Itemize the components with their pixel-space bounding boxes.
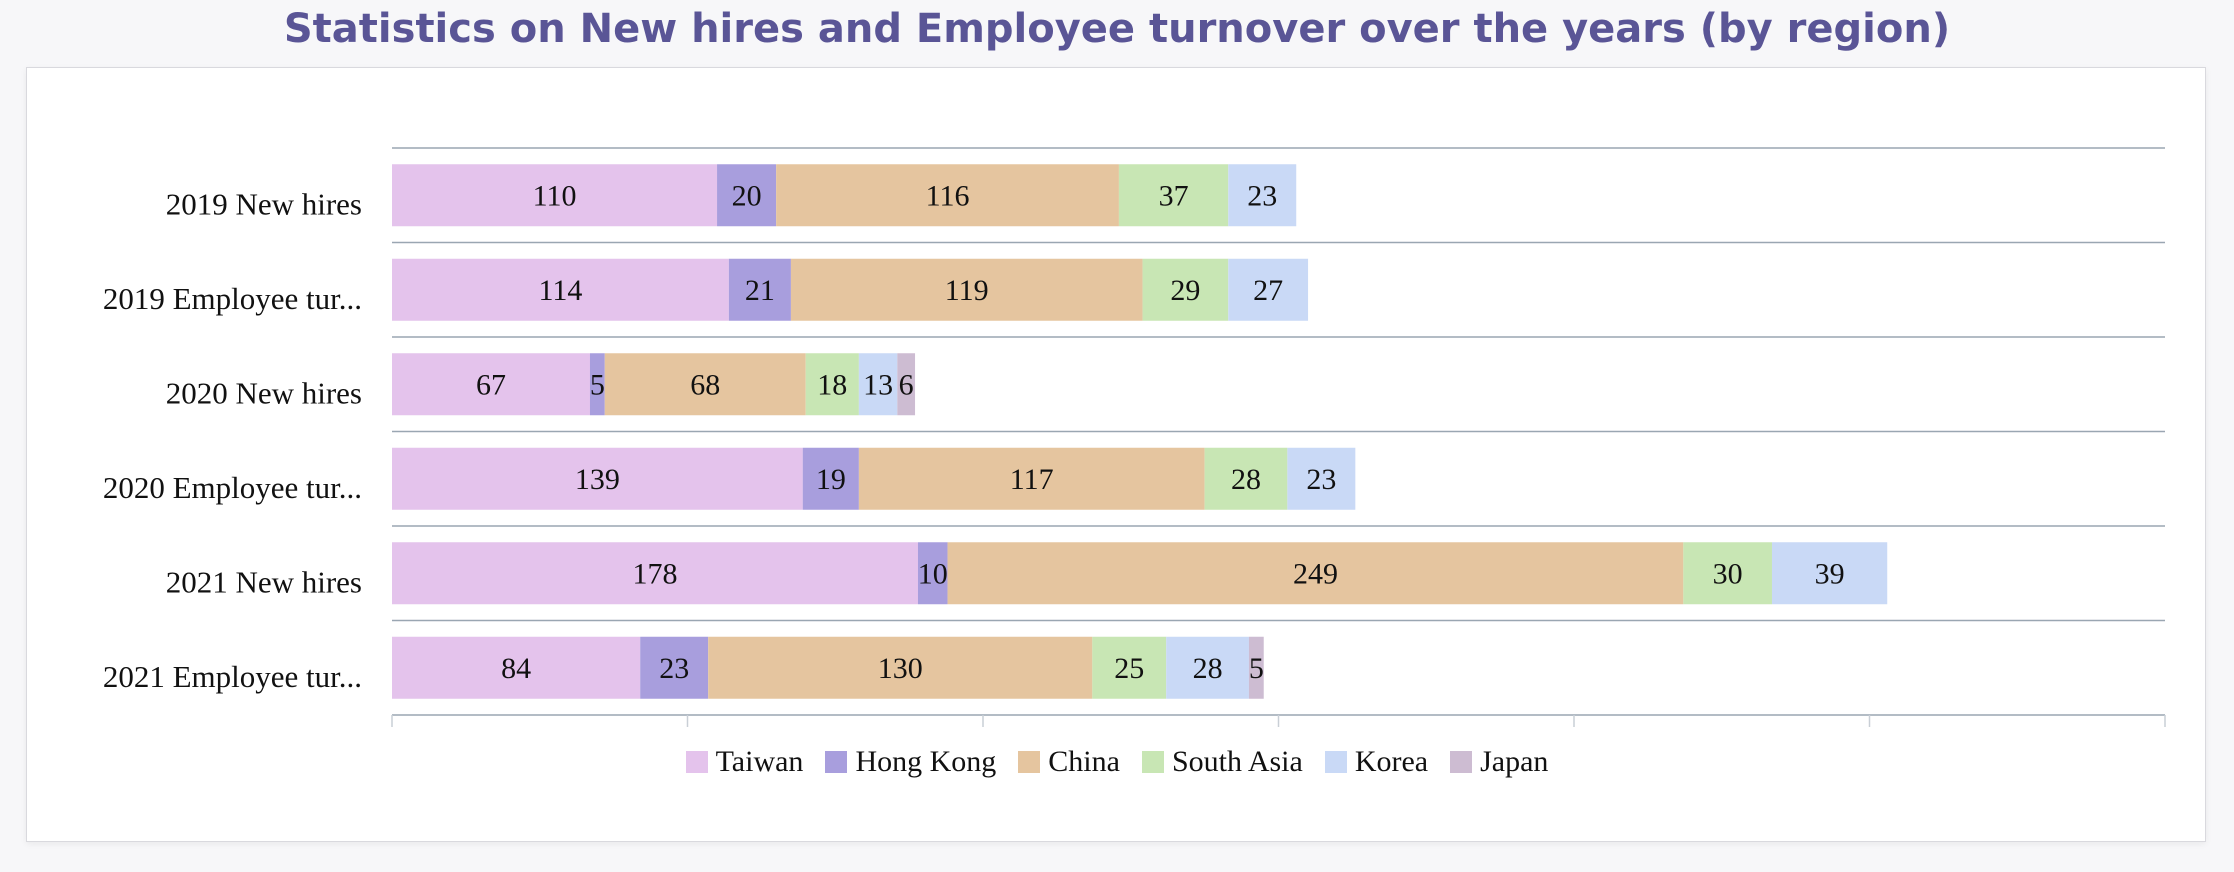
category-labels: 2019 New hires 2019 Employee tur... 2020 N…: [103, 186, 362, 694]
data-label: 119: [945, 274, 989, 307]
legend-item: Hong Kong: [825, 745, 996, 779]
gridlines: [391, 147, 2166, 727]
bar-segment: [858, 353, 898, 416]
data-label: 23: [659, 652, 689, 685]
legend-item: China: [1018, 745, 1120, 779]
data-label: 29: [1170, 274, 1200, 307]
bar-segment: [640, 636, 709, 699]
bar-segment: [1228, 164, 1297, 227]
data-label: 67: [476, 368, 506, 401]
bar-segment: [589, 353, 605, 416]
legend-label: Taiwan: [715, 745, 804, 778]
bar-segment: [728, 258, 791, 321]
category-label: 2021 Employee tur...: [103, 659, 362, 694]
category-label: 2020 New hires: [166, 375, 362, 410]
legend-item: South Asia: [1141, 745, 1303, 779]
bar-segment: [1118, 164, 1229, 227]
bar-segment: [717, 164, 777, 227]
data-label: 18: [817, 368, 847, 401]
data-label: 28: [1231, 463, 1261, 496]
data-label: 28: [1193, 652, 1223, 685]
data-label: 13: [863, 368, 893, 401]
legend-item: Japan: [1450, 745, 1548, 779]
bar-segment: [1228, 258, 1309, 321]
data-label: 139: [575, 463, 620, 496]
data-label: 178: [632, 557, 677, 590]
data-label: 110: [533, 179, 577, 212]
bar-segment: [917, 542, 948, 605]
data-label: 114: [538, 274, 582, 307]
bar-segment: [392, 258, 729, 321]
category-label: 2019 New hires: [166, 186, 362, 221]
legend-label: Japan: [1480, 745, 1549, 778]
bar-segment: [392, 447, 803, 510]
bar-segment: [604, 353, 806, 416]
data-label: 39: [1815, 557, 1845, 590]
data-label: 117: [1010, 463, 1054, 496]
category-label: 2021 New hires: [166, 564, 362, 599]
data-label: 25: [1114, 652, 1144, 685]
bar-segment: [1142, 258, 1229, 321]
data-label: 84: [501, 652, 531, 685]
data-label: 20: [732, 179, 762, 212]
legend-item: Korea: [1324, 745, 1429, 779]
data-label: 21: [745, 274, 775, 307]
data-label: 30: [1713, 557, 1743, 590]
bar-segment: [1287, 447, 1356, 510]
bar-segment: [392, 542, 918, 605]
bar-segment: [1092, 636, 1167, 699]
bars: 110 20 116 37 23 114 21 119 29 27 67 5 68 18 13 6 139 19 1…: [392, 164, 1888, 699]
data-label: 130: [878, 652, 923, 685]
data-label: 68: [690, 368, 720, 401]
data-label: 23: [1306, 463, 1336, 496]
legend-swatch: [1324, 751, 1347, 773]
data-label: 37: [1159, 179, 1189, 212]
legend-item: Taiwan: [685, 745, 804, 779]
bar-segment: [858, 447, 1205, 510]
category-label: 2019 Employee tur...: [103, 281, 362, 316]
bar-segment: [1166, 636, 1249, 699]
bar-segment: [947, 542, 1684, 605]
legend-label: Korea: [1354, 745, 1429, 778]
bar-segment: [790, 258, 1143, 321]
legend-label: Hong Kong: [855, 745, 997, 778]
bar-segment: [392, 353, 590, 416]
data-label: 19: [816, 463, 846, 496]
bar-segment: [1248, 636, 1264, 699]
legend-swatch: [825, 751, 848, 773]
bar-segment: [392, 636, 641, 699]
data-label: 10: [918, 557, 948, 590]
data-label: 5: [590, 368, 605, 401]
data-label: 5: [1249, 652, 1264, 685]
bar-segment: [1771, 542, 1888, 605]
legend: Taiwan Hong Kong China South Asia Korea Japan: [0, 745, 2234, 779]
data-label: 23: [1247, 179, 1277, 212]
data-label: 116: [926, 179, 970, 212]
bar-segment: [1683, 542, 1772, 605]
legend-swatch: [1018, 751, 1041, 773]
bar-segment: [897, 353, 916, 416]
legend-label: South Asia: [1171, 745, 1303, 778]
category-label: 2020 Employee tur...: [103, 470, 362, 505]
legend-swatch: [685, 751, 708, 773]
data-label: 249: [1293, 557, 1338, 590]
legend-swatch: [1450, 751, 1473, 773]
data-label: 6: [899, 368, 914, 401]
data-label: 27: [1253, 274, 1283, 307]
bar-segment: [776, 164, 1119, 227]
bar-segment: [802, 447, 859, 510]
legend-label: China: [1048, 745, 1120, 778]
chart-title: Statistics on New hires and Employee tur…: [283, 6, 1951, 52]
bar-segment: [392, 164, 718, 227]
bar-segment: [1204, 447, 1288, 510]
legend-swatch: [1141, 751, 1164, 773]
bar-segment: [805, 353, 859, 416]
bar-segment: [708, 636, 1093, 699]
